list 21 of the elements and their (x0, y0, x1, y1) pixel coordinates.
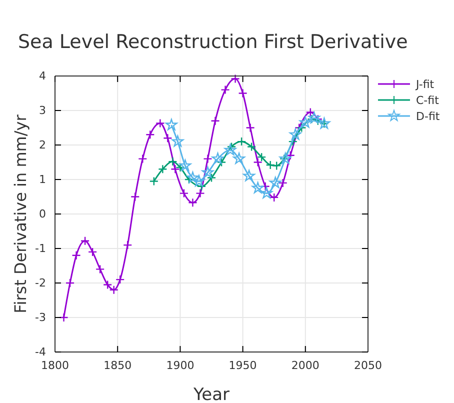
x-tick-label: 1800 (41, 358, 69, 372)
y-tick-label: -1 (35, 242, 46, 256)
y-tick-label: 3 (39, 104, 46, 118)
x-axis-title: Year (192, 385, 230, 403)
x-tick-label: 1950 (228, 358, 257, 372)
y-tick-label: -4 (35, 346, 46, 359)
y-tick-label: 4 (39, 70, 46, 83)
x-tick-label: 1900 (166, 358, 194, 372)
y-tick-label: 2 (39, 138, 46, 152)
y-tick-label: 0 (39, 208, 46, 221)
x-tick-label: 1850 (104, 358, 132, 372)
y-axis-title: First Derivative in mm/yr (11, 114, 30, 314)
legend-label: C-fit (416, 94, 440, 107)
y-tick-label: -3 (35, 311, 46, 324)
y-tick-label: -2 (35, 276, 46, 290)
y-tick-label: 1 (39, 173, 46, 186)
chart-title: Sea Level Reconstruction First Derivative (18, 31, 408, 53)
x-tick-label: 2000 (291, 358, 320, 372)
legend-label: J-fit (415, 78, 435, 91)
x-tick-label: 2050 (354, 358, 382, 372)
legend-label: D-fit (416, 110, 440, 123)
